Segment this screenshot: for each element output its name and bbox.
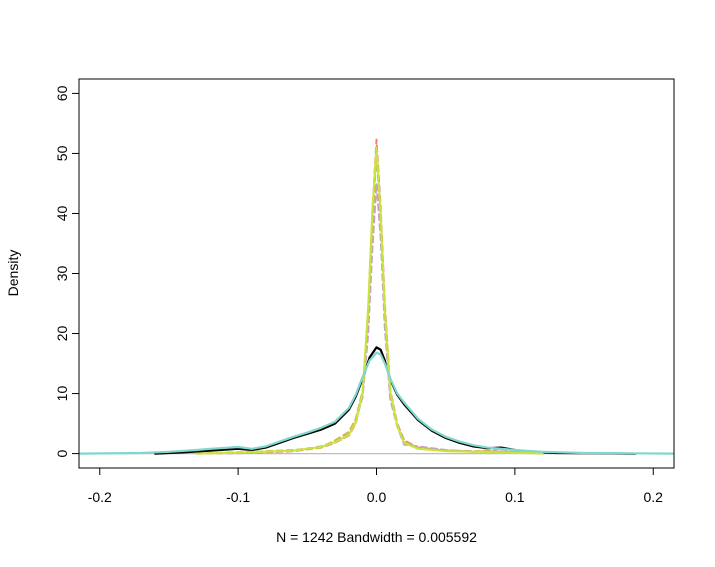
- density-curve-5: [195, 146, 544, 455]
- x-tick-label: 0.2: [644, 489, 664, 505]
- y-tick-label: 40: [54, 205, 70, 221]
- y-tick-label: 30: [54, 266, 70, 282]
- y-axis: 0 10 20 30 40 50 60: [54, 85, 80, 457]
- x-tick-label: 0.0: [367, 489, 387, 505]
- x-tick-label: -0.2: [88, 489, 112, 505]
- x-axis: -0.2 -0.1 0.0 0.1 0.2: [88, 467, 664, 505]
- series-layer: [79, 138, 674, 455]
- density-curve-6: [79, 351, 674, 455]
- x-tick-label: 0.1: [505, 489, 525, 505]
- y-tick-label: 50: [54, 145, 70, 161]
- y-tick-label: 10: [54, 386, 70, 402]
- y-tick-label: 60: [54, 85, 70, 101]
- x-tick-label: -0.1: [226, 489, 250, 505]
- y-tick-label: 20: [54, 326, 70, 342]
- x-axis-label: N = 1242 Bandwidth = 0.005592: [276, 529, 477, 545]
- y-axis-label: Density: [5, 250, 21, 297]
- y-tick-label: 0: [54, 449, 70, 457]
